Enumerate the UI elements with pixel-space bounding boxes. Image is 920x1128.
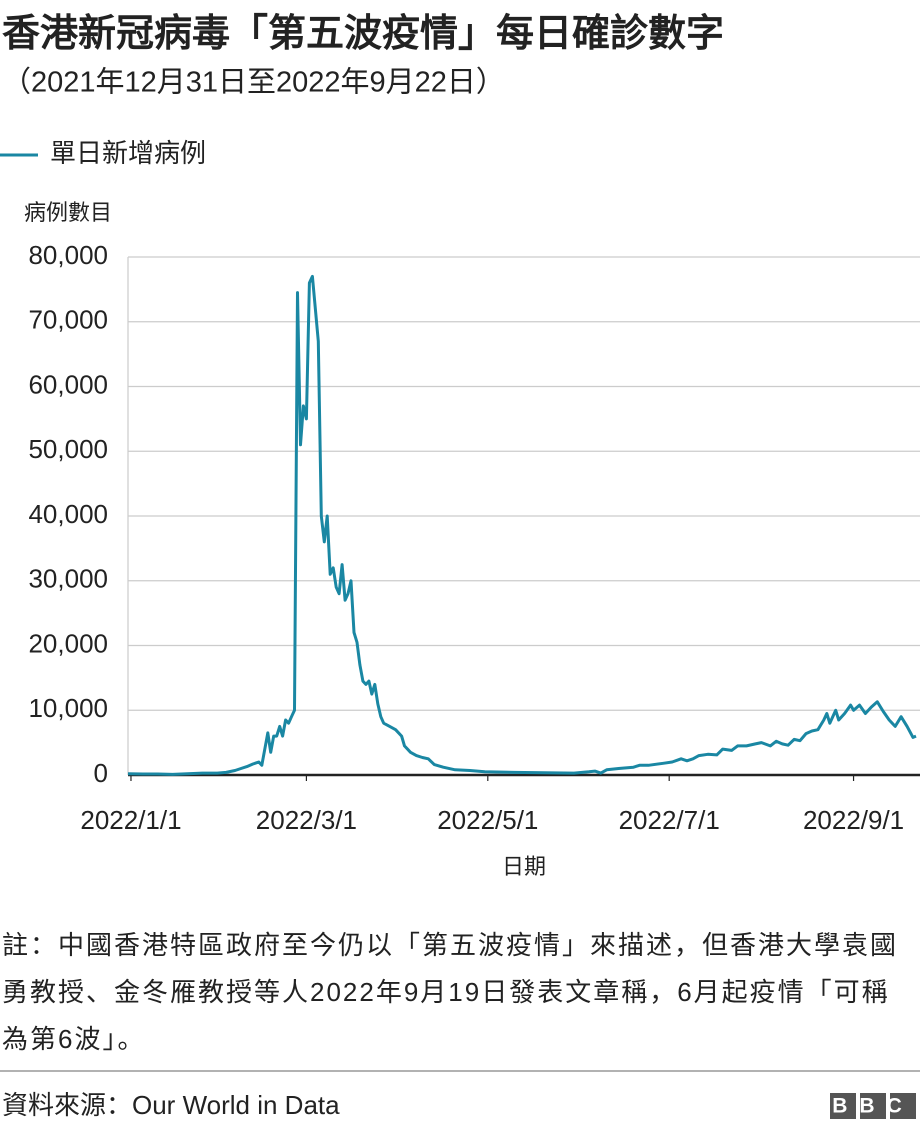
series-line [127, 274, 917, 776]
x-tick-label: 2022/7/1 [619, 805, 720, 835]
source: 資料來源：Our World in Data [2, 1090, 340, 1120]
y-axis-label: 病例數目 [24, 200, 112, 225]
y-tick-label: 0 [94, 758, 108, 788]
chart-subtitle: （2021年12月31日至2022年9月22日） [2, 66, 505, 99]
x-axis-label: 日期 [502, 854, 546, 879]
y-tick-label: 20,000 [28, 628, 108, 658]
y-tick-label: 70,000 [28, 305, 108, 335]
x-tick-label: 2022/5/1 [437, 805, 538, 835]
y-tick-label: 50,000 [28, 434, 108, 464]
logo-box [890, 1093, 916, 1119]
logo-box [830, 1093, 856, 1119]
y-tick-label: 10,000 [28, 693, 108, 723]
y-tick-label: 40,000 [28, 499, 108, 529]
chart-title: 香港新冠病毒「第五波疫情」每日確診數字 [2, 13, 724, 55]
y-tick-label: 80,000 [28, 240, 108, 270]
x-tick-label: 2022/1/1 [80, 805, 181, 835]
x-tick-label: 2022/3/1 [256, 805, 357, 835]
logo: BBC [832, 1095, 914, 1118]
logo-box [860, 1093, 886, 1119]
y-tick-label: 30,000 [28, 564, 108, 594]
x-tick-label: 2022/9/1 [803, 805, 904, 835]
legend-label: 單日新增病例 [50, 138, 206, 168]
note: 註：中國香港特區政府至今仍以「第五波疫情」來描述，但香港大學袁國勇教授、金冬雁教… [2, 930, 899, 1054]
y-tick-label: 60,000 [28, 369, 108, 399]
